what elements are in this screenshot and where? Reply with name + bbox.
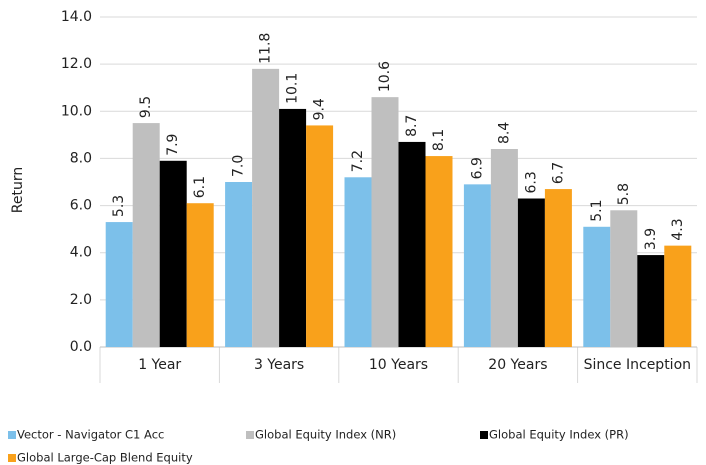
y-tick-label: 8.0 <box>70 150 92 166</box>
legend-label: Global Equity Index (PR) <box>489 428 629 442</box>
data-label: 7.9 <box>165 134 181 156</box>
bar <box>664 245 692 347</box>
x-tick-label: 3 Years <box>254 357 304 373</box>
legend-swatch <box>8 454 16 462</box>
bar <box>105 222 133 347</box>
data-label: 5.3 <box>111 195 127 217</box>
y-tick-label: 2.0 <box>70 292 92 308</box>
data-label: 5.8 <box>616 183 632 205</box>
bar <box>132 123 160 347</box>
legend-swatch <box>8 431 16 439</box>
y-tick-label: 6.0 <box>70 198 92 214</box>
bar <box>463 184 491 347</box>
data-label: 7.2 <box>350 150 366 172</box>
bar <box>186 203 214 347</box>
bar <box>583 226 611 347</box>
y-tick-label: 10.0 <box>61 103 92 119</box>
y-tick-label: 14.0 <box>61 9 92 25</box>
data-label: 7.0 <box>231 155 247 177</box>
data-label: 8.1 <box>431 129 447 151</box>
data-label: 10.1 <box>285 73 301 104</box>
bar <box>159 160 187 347</box>
legend-label: Global Equity Index (NR) <box>255 428 396 442</box>
x-tick-label: 10 Years <box>369 357 428 373</box>
data-label: 6.1 <box>192 176 208 198</box>
bar <box>306 125 334 347</box>
bar <box>425 156 453 347</box>
y-axis-label: Return <box>10 167 26 213</box>
data-label: 8.4 <box>496 122 512 144</box>
x-tick-label: Since Inception <box>584 357 691 373</box>
data-label: 9.4 <box>312 98 328 120</box>
y-tick-label: 0.0 <box>70 339 92 355</box>
y-tick-label: 12.0 <box>61 56 92 72</box>
bar <box>398 141 426 347</box>
data-label: 3.9 <box>643 228 659 250</box>
bar <box>252 68 280 347</box>
legend-swatch <box>480 431 488 439</box>
data-label: 9.5 <box>138 96 154 118</box>
bar <box>279 108 307 347</box>
legend-swatch <box>246 431 254 439</box>
x-tick-label: 20 Years <box>488 357 547 373</box>
y-tick-label: 4.0 <box>70 245 92 261</box>
bar <box>371 97 399 348</box>
data-label: 10.6 <box>377 61 393 92</box>
bar <box>225 182 253 347</box>
data-label: 8.7 <box>404 115 420 137</box>
data-label: 6.9 <box>469 157 485 179</box>
bar <box>610 210 638 347</box>
legend-label: Vector - Navigator C1 Acc <box>17 428 164 442</box>
bar <box>517 198 545 347</box>
data-label: 4.3 <box>670 218 686 240</box>
bar <box>544 189 572 347</box>
data-label: 11.8 <box>258 33 274 64</box>
data-label: 6.7 <box>550 162 566 184</box>
data-label: 5.1 <box>589 200 605 222</box>
bar <box>490 149 518 347</box>
bar <box>344 177 372 347</box>
legend-label: Global Large-Cap Blend Equity <box>17 451 193 465</box>
data-label: 6.3 <box>523 171 539 193</box>
x-tick-label: 1 Year <box>138 357 181 373</box>
bar <box>637 255 665 347</box>
